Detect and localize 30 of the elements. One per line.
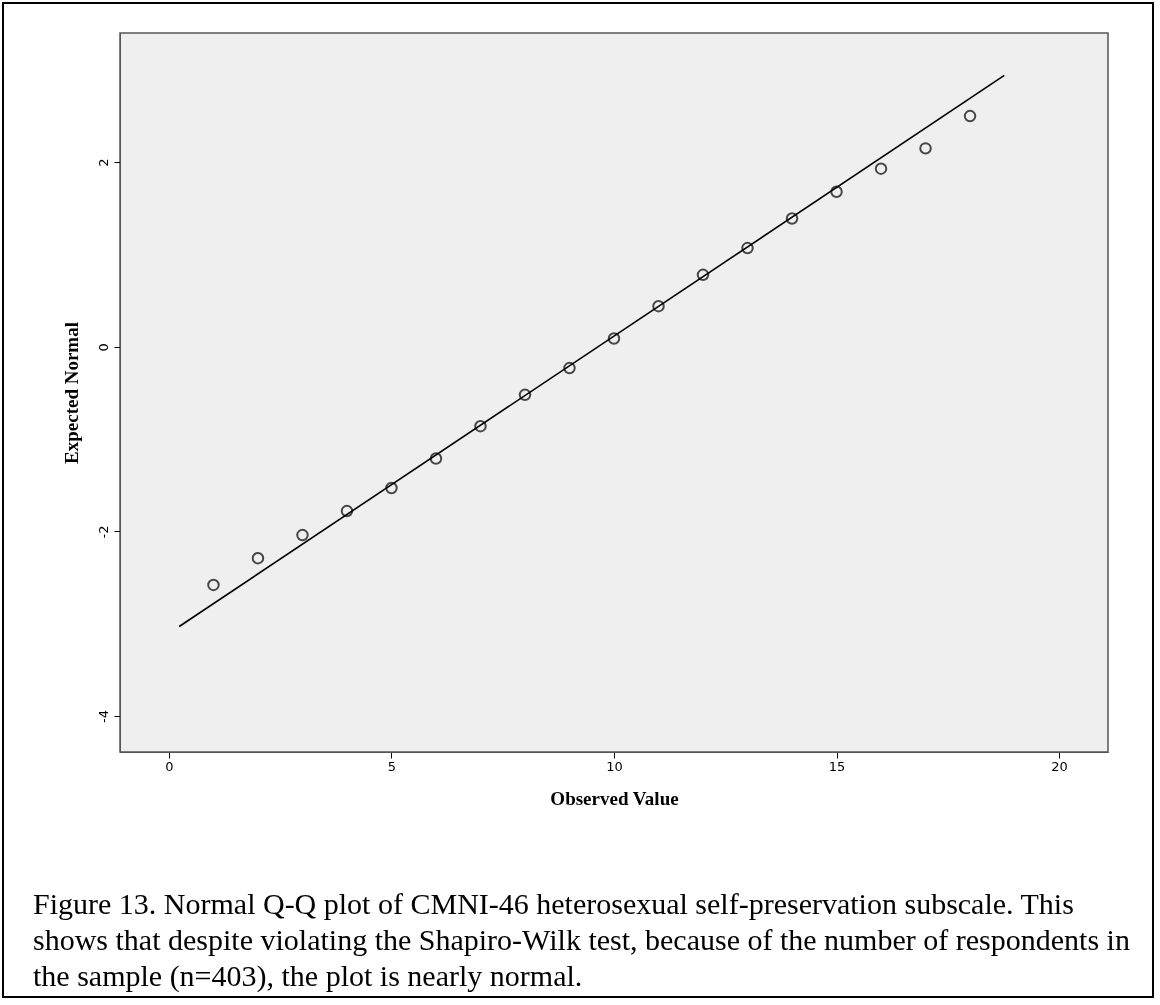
point — [296, 528, 309, 542]
point — [741, 241, 754, 255]
point — [919, 142, 932, 155]
point — [830, 185, 843, 198]
y-tick-label: -2 — [95, 525, 111, 539]
point — [652, 299, 665, 313]
x-tick-label: 15 — [828, 758, 846, 774]
point — [696, 268, 710, 282]
caption: Figure 13. Normal Q-Q plot of CMNI-46 heterosexual self-preservation subscale. This shows that despite violating the Shapiro-Wilk test, because of the number of respondents in the sample (n=403), the plot is nearly normal. — [33, 886, 1131, 994]
y-tick-label: -4 — [95, 710, 111, 723]
point — [563, 361, 576, 375]
x-tick-label: 0 — [165, 758, 174, 774]
point — [385, 481, 398, 495]
x-axis-title: Observed Value — [550, 787, 679, 809]
point — [874, 162, 888, 175]
point — [518, 388, 532, 402]
point — [963, 109, 977, 123]
point — [785, 212, 799, 225]
point — [474, 419, 487, 433]
y-axis-title: Expected Normal — [60, 322, 82, 464]
x-tick-label: 20 — [1051, 758, 1068, 774]
point — [607, 332, 621, 345]
point — [207, 578, 220, 592]
y-tick-label: 2 — [95, 158, 111, 167]
x-tick-label: 5 — [387, 758, 397, 774]
point — [251, 551, 265, 565]
point — [340, 504, 354, 518]
y-tick-label: 0 — [95, 343, 111, 352]
x-tick-label: 10 — [606, 758, 623, 774]
point — [429, 452, 443, 465]
